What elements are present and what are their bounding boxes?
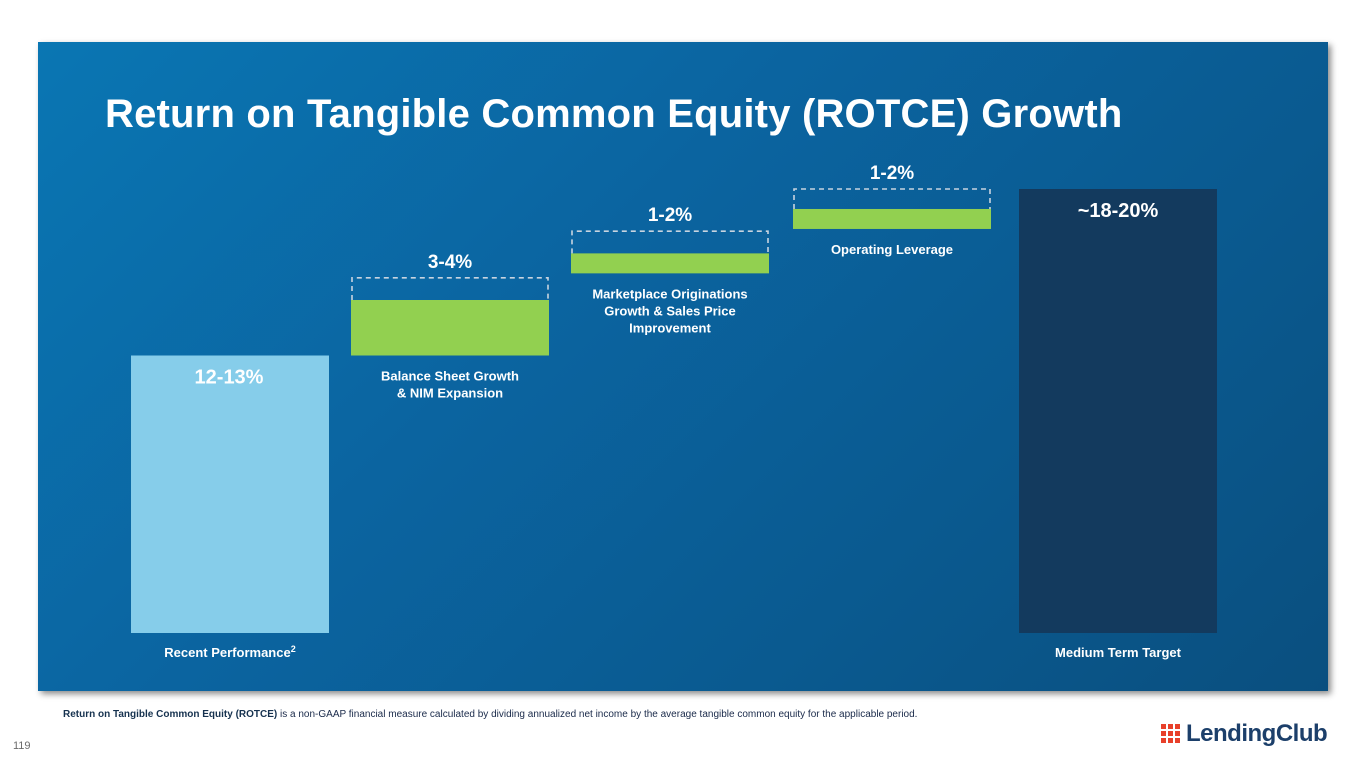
bar-2 bbox=[571, 253, 769, 274]
category-label-2: Marketplace Originations Growth & Sales P… bbox=[592, 286, 747, 335]
footnote-definition: is a non-GAAP financial measure calculat… bbox=[277, 709, 918, 720]
bar-4 bbox=[1019, 189, 1217, 633]
range-outline-3 bbox=[793, 188, 991, 209]
bar-3 bbox=[793, 208, 991, 229]
bar-0 bbox=[131, 355, 329, 633]
value-label-4: ~18-20% bbox=[1078, 200, 1159, 222]
range-outline-1 bbox=[351, 277, 549, 300]
lendingclub-grid-logo-icon bbox=[1161, 724, 1180, 743]
logo-wordmark: LendingClub bbox=[1186, 720, 1328, 747]
category-label-0: Recent Performance2 bbox=[164, 644, 295, 660]
lendingclub-logo: LendingClub bbox=[1161, 719, 1328, 749]
bar-1 bbox=[351, 300, 549, 356]
value-label-1: 3-4% bbox=[428, 252, 472, 273]
value-label-2: 1-2% bbox=[648, 205, 692, 226]
page-title: Return on Tangible Common Equity (ROTCE)… bbox=[105, 92, 1123, 136]
footnote: Return on Tangible Common Equity (ROTCE)… bbox=[63, 709, 917, 720]
value-label-3: 1-2% bbox=[870, 163, 914, 184]
footnote-term: Return on Tangible Common Equity (ROTCE) bbox=[63, 709, 278, 720]
category-label-1: Balance Sheet Growth & NIM Expansion bbox=[381, 369, 519, 401]
value-label-0: 12-13% bbox=[195, 367, 264, 389]
category-label-4: Medium Term Target bbox=[1055, 645, 1182, 660]
category-label-3: Operating Leverage bbox=[831, 242, 953, 257]
range-outline-2 bbox=[571, 230, 769, 254]
page-number: 119 bbox=[13, 740, 31, 752]
